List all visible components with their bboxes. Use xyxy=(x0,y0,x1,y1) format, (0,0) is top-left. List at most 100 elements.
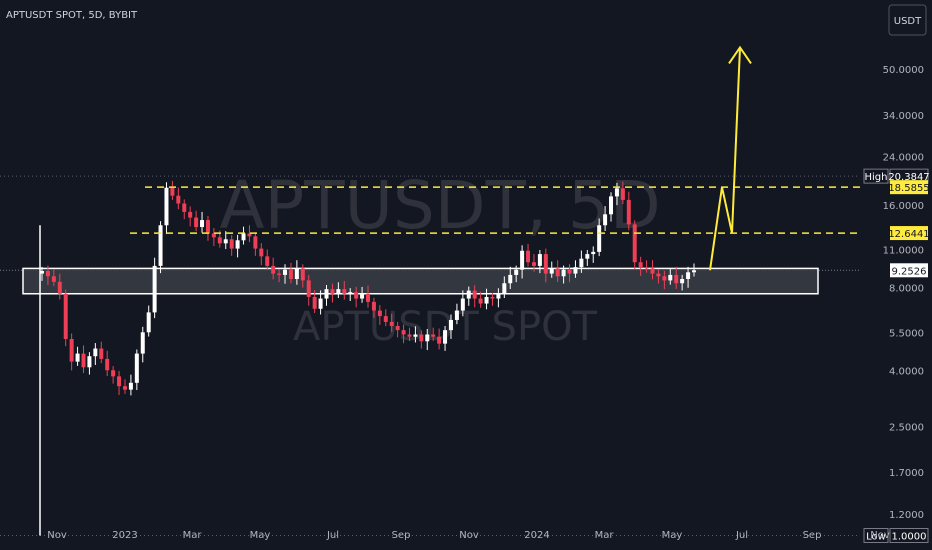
candle-body xyxy=(484,296,489,304)
candle-body xyxy=(354,292,359,299)
y-tick-label: 8.0000 xyxy=(889,284,924,295)
candle-body xyxy=(134,353,139,383)
x-tick-label: May xyxy=(250,530,271,541)
candle-body xyxy=(537,254,542,266)
candle-body xyxy=(377,310,382,317)
candle-body xyxy=(638,262,643,268)
support-zone-rect[interactable] xyxy=(22,267,819,295)
candle-body xyxy=(561,269,566,277)
candle-body xyxy=(128,382,133,390)
candle-body xyxy=(223,239,228,244)
candle-body xyxy=(555,268,560,277)
candle-body xyxy=(614,188,619,197)
candle-body xyxy=(692,270,696,273)
candle-body xyxy=(526,250,531,263)
candle-body xyxy=(247,233,252,237)
candle-body xyxy=(460,298,465,311)
y-tick-label: 24.0000 xyxy=(883,153,924,164)
projection-arrow[interactable] xyxy=(709,47,741,271)
candle-body xyxy=(122,386,127,390)
candle-body xyxy=(490,296,495,299)
candle-body xyxy=(443,330,448,344)
symbol-title: APTUSDT SPOT, 5D, BYBIT xyxy=(6,10,138,21)
candle-body xyxy=(51,276,56,282)
candle-body xyxy=(87,356,92,368)
x-tick-label: Nov xyxy=(459,530,479,541)
candle-body xyxy=(63,293,68,339)
candle-body xyxy=(597,225,602,252)
candle-body xyxy=(99,348,104,359)
candle-body xyxy=(543,254,548,274)
high-price-label: 20.3847 xyxy=(888,172,929,183)
candle-body xyxy=(200,220,205,228)
time-axis: Nov 2023 Mar May Jul Sep Nov 2024 Mar May Jul Sep No… xyxy=(47,530,890,541)
candle-body xyxy=(152,265,157,313)
candle-body xyxy=(419,334,424,342)
annotations-layer xyxy=(130,45,860,271)
candle-body xyxy=(531,262,536,266)
level-price-label: 18.5855 xyxy=(888,183,929,194)
price-label-tag xyxy=(863,528,889,543)
candle-body xyxy=(229,239,234,249)
candle-body xyxy=(241,233,246,241)
candle-body xyxy=(549,268,554,274)
candle-body xyxy=(632,224,637,263)
y-tick-label: 4.0000 xyxy=(889,366,924,377)
candle-body xyxy=(306,280,311,297)
candle-body xyxy=(312,296,317,309)
projection-arrowhead xyxy=(728,45,752,65)
watermark-layer: APTUSDT, 5D APTUSDT SPOT xyxy=(219,167,660,350)
candle-body xyxy=(288,269,293,280)
candle-body xyxy=(330,289,335,294)
candle-body xyxy=(111,370,116,377)
candle-body xyxy=(69,338,74,362)
candle-body xyxy=(93,348,98,357)
candle-body xyxy=(182,203,187,212)
x-tick-label: 2024 xyxy=(524,530,549,541)
currency-badge[interactable]: USDT xyxy=(888,4,927,36)
candle-body xyxy=(407,334,412,337)
candle-body xyxy=(448,319,453,331)
candle-body xyxy=(235,240,240,249)
candle-body xyxy=(117,376,122,387)
candle-body xyxy=(662,276,667,281)
candle-body xyxy=(271,265,276,274)
candle-body xyxy=(650,268,655,274)
candle-body xyxy=(437,336,442,344)
candle-body xyxy=(626,199,631,225)
candle-body xyxy=(217,237,222,244)
candle-body xyxy=(342,289,347,294)
y-tick-label: 1.7000 xyxy=(889,468,924,479)
candle-body xyxy=(259,248,264,257)
candle-body xyxy=(496,293,501,299)
y-tick-label: 2.5000 xyxy=(889,422,924,433)
candle-body xyxy=(371,301,376,311)
price-label-tag xyxy=(863,168,889,184)
candle-body xyxy=(294,268,299,280)
candle-body xyxy=(105,358,110,371)
candle-body xyxy=(520,250,525,270)
x-tick-label: Nov xyxy=(870,530,890,541)
candle-body xyxy=(644,267,649,269)
candle-body xyxy=(188,211,193,218)
candle-body xyxy=(395,325,400,331)
y-tick-label: 34.0000 xyxy=(883,111,924,122)
y-tick-label: 5.5000 xyxy=(889,328,924,339)
candle-body xyxy=(176,195,181,204)
currency-badge-frame xyxy=(888,4,927,36)
candle-body xyxy=(336,289,341,294)
candle-body xyxy=(609,196,614,215)
last-price-label: 9.2526 xyxy=(892,266,927,277)
candle-body xyxy=(324,289,329,299)
candle-body xyxy=(585,254,590,259)
candle-body xyxy=(170,187,175,196)
y-tick-label: 16.0000 xyxy=(883,201,924,212)
y-tick-label: 11.0000 xyxy=(883,246,924,257)
price-label-name: High xyxy=(865,172,888,183)
candle-body xyxy=(265,256,270,266)
candle-body xyxy=(253,236,258,249)
candle-body xyxy=(686,272,691,280)
candle-body xyxy=(573,267,578,274)
